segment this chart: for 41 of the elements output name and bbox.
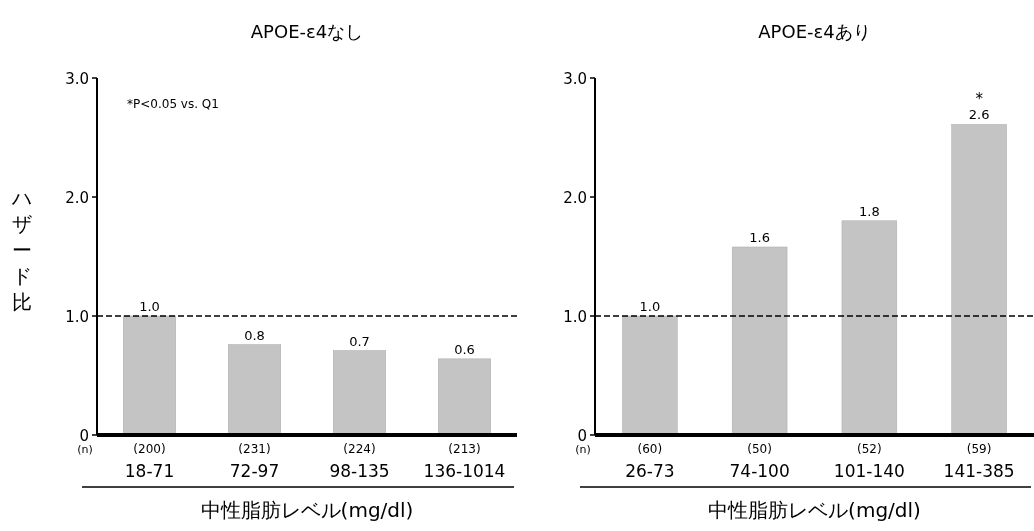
data-label: 1.0 (639, 299, 661, 314)
bar (228, 344, 281, 436)
y-tick-label: 3.0 (563, 70, 587, 88)
annotation: * (975, 90, 984, 109)
bar (622, 315, 678, 436)
data-label: 0.6 (454, 341, 475, 357)
bar (951, 124, 1007, 436)
x-tick-label: (231) 72-97 (229, 442, 280, 481)
bar (438, 358, 491, 436)
annotation: *P<0.05 vs. Q1 (127, 97, 219, 111)
chart-title: APOE-ε4あり (758, 21, 871, 42)
bar (333, 350, 386, 436)
x-tick-label: (52) 101-140 (833, 442, 905, 481)
y-tick-label: 0 (577, 427, 587, 445)
text: (n) (575, 443, 591, 456)
x-axis-title: 中性脂肪レベル(mg/dl) (708, 498, 921, 522)
bar (731, 246, 788, 436)
y-tick-label: 1.0 (65, 308, 89, 326)
y-tick-label: 0 (79, 427, 89, 445)
data-label: 0.8 (244, 327, 265, 343)
data-label: 2.6 (968, 107, 990, 123)
x-tick-label: (224) 98-135 (329, 442, 390, 481)
x-tick-label: (213) 136-1014 (423, 442, 506, 481)
data-label: 0.7 (349, 333, 370, 349)
y-tick-label: 2.0 (563, 189, 587, 207)
data-label: 1.0 (139, 299, 160, 314)
x-tick-label: (60) 26-73 (625, 442, 675, 481)
y-tick-label: 1.0 (563, 308, 587, 326)
chart-title: APOE-ε4なし (250, 21, 364, 42)
text: (n) (77, 443, 93, 456)
bar (123, 315, 176, 436)
bar (841, 220, 898, 436)
y-tick-label: 3.0 (65, 70, 89, 88)
data-label: 1.8 (859, 203, 880, 219)
x-axis-title: 中性脂肪レベル(mg/dl) (200, 498, 414, 522)
y-tick-label: 2.0 (65, 189, 89, 207)
data-label: 1.6 (749, 229, 770, 245)
y-axis-title: ハザード比 (11, 186, 32, 314)
x-tick-label: (59) 141-385 (943, 442, 1015, 481)
x-tick-label: (200) 18-71 (124, 442, 175, 481)
x-tick-label: (50) 74-100 (729, 442, 790, 481)
